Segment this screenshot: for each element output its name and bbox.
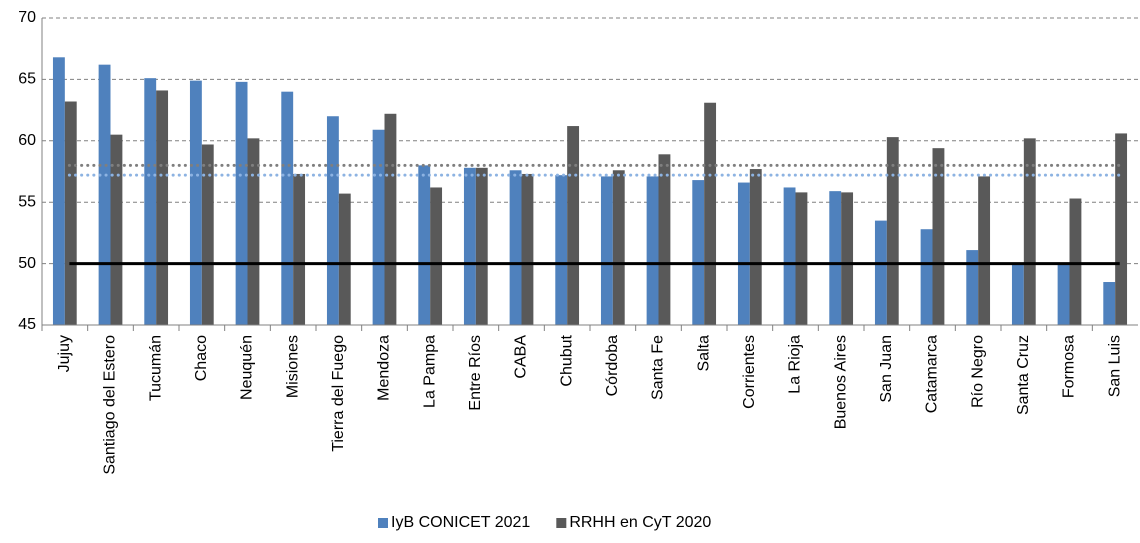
bar: [692, 180, 705, 325]
bar: [658, 154, 671, 325]
bar: [1103, 282, 1116, 325]
bar: [1057, 263, 1070, 325]
bar: [338, 193, 351, 325]
bar: [326, 116, 339, 326]
bar: [795, 192, 808, 325]
bar: [521, 173, 534, 325]
y-tick-label: 60: [18, 132, 36, 149]
legend-swatch: [556, 518, 567, 528]
bar: [829, 191, 842, 325]
x-tick-label: Formosa: [1061, 335, 1078, 398]
x-tick-label: San Juan: [878, 335, 895, 403]
bar: [247, 138, 260, 325]
bar: [704, 102, 717, 326]
bar: [874, 220, 887, 325]
bar: [293, 173, 306, 325]
x-tick-label: Catamarca: [924, 335, 941, 413]
bar: [567, 126, 580, 326]
x-tick-label: Tucumán: [147, 335, 164, 401]
x-tick-label: La Rioja: [787, 335, 804, 394]
x-tick-label: Chaco: [193, 335, 210, 381]
bar: [920, 229, 933, 325]
bar: [144, 78, 157, 325]
bar: [1011, 263, 1024, 325]
x-tick-label: Salta: [695, 335, 712, 372]
x-tick-label: Buenos Aires: [832, 335, 849, 429]
x-tick-label: Jujuy: [56, 335, 73, 372]
x-tick-label: Tierra del Fuego: [330, 335, 347, 452]
x-tick-label: Santa Fe: [650, 335, 667, 400]
x-tick-label: Mendoza: [376, 335, 393, 401]
bar: [201, 144, 214, 325]
x-tick-label: Santa Cruz: [1015, 335, 1032, 415]
x-tick-label: Entre Ríos: [467, 335, 484, 411]
bar: [98, 64, 111, 325]
bar: [555, 175, 568, 325]
bar: [886, 137, 899, 325]
bar: [612, 170, 625, 325]
bar: [235, 81, 248, 325]
bar: [156, 90, 169, 326]
bar: [737, 182, 750, 325]
bar: [966, 250, 979, 325]
bar: [52, 57, 65, 326]
bar: [978, 176, 991, 325]
y-tick-label: 65: [18, 71, 36, 88]
x-tick-label: Santiago del Estero: [102, 335, 119, 475]
bar: [64, 101, 77, 325]
bar: [749, 169, 762, 325]
x-tick-label: Corrientes: [741, 335, 758, 409]
x-tick-label: Neuquén: [239, 335, 256, 400]
bar: [841, 192, 854, 325]
legend-swatch: [378, 518, 388, 528]
bar: [372, 129, 385, 325]
bar: [1023, 138, 1036, 325]
y-tick-label: 70: [18, 9, 36, 26]
legend-label: IyB CONICET 2021: [391, 514, 530, 531]
x-tick-label: La Pampa: [421, 335, 438, 408]
bar: [932, 148, 945, 325]
bar: [475, 167, 488, 325]
bar: [783, 187, 796, 325]
legend-label: RRHH en CyT 2020: [569, 514, 711, 531]
x-tick-label: CABA: [513, 335, 530, 379]
bar: [384, 113, 397, 325]
bar: [110, 134, 123, 325]
bar: [463, 167, 476, 325]
bar: [600, 176, 613, 325]
bar: [418, 165, 431, 325]
bar: [189, 80, 202, 326]
bar: [281, 91, 294, 326]
bar: [430, 187, 443, 325]
x-tick-label: Río Negro: [969, 335, 986, 408]
x-tick-label: Córdoba: [604, 335, 621, 396]
bar: [1069, 198, 1082, 325]
x-tick-label: Misiones: [284, 335, 301, 398]
bar: [1115, 133, 1128, 325]
y-tick-label: 50: [18, 255, 36, 272]
bar: [646, 176, 659, 325]
x-tick-label: Chubut: [558, 334, 575, 386]
bar: [509, 170, 522, 325]
y-tick-label: 55: [18, 193, 36, 210]
y-tick-label: 45: [18, 316, 36, 333]
x-tick-label: San Luis: [1106, 335, 1123, 397]
